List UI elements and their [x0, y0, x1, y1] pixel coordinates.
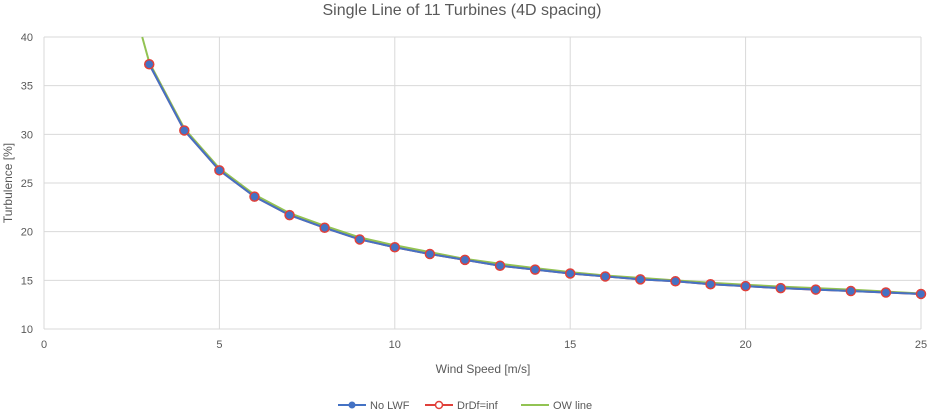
point-drdf-inf-16 — [600, 271, 611, 282]
y-tick-label-35: 35 — [21, 81, 33, 93]
y-tick-label-15: 15 — [21, 275, 33, 287]
x-tick-label-10: 10 — [389, 339, 401, 351]
point-drdf-inf-11 — [424, 248, 436, 260]
y-tick-label-25: 25 — [21, 178, 33, 190]
series-line-ow-line — [141, 36, 922, 295]
point-drdf-inf-23 — [845, 285, 857, 297]
chart-title: Single Line of 11 Turbines (4D spacing) — [323, 2, 602, 19]
y-tick-label-20: 20 — [21, 227, 33, 239]
x-tick-label-15: 15 — [564, 339, 576, 351]
x-axis-title: Wind Speed [m/s] — [436, 362, 531, 376]
y-axis-title: Turbulence [%] — [1, 143, 15, 223]
legend-label-ow-line: OW line — [553, 400, 592, 410]
point-drdf-inf-13 — [494, 260, 506, 271]
x-tick-label-20: 20 — [739, 339, 751, 351]
gridlines — [43, 36, 922, 330]
point-drdf-inf-15 — [564, 268, 576, 279]
point-drdf-inf-6 — [249, 191, 260, 202]
point-drdf-inf-7 — [284, 209, 295, 221]
point-drdf-inf-17 — [635, 274, 646, 285]
y-tick-label-30: 30 — [21, 129, 33, 141]
series-line-no-lwf — [148, 63, 922, 295]
point-drdf-inf-10 — [389, 241, 401, 253]
point-drdf-inf-5 — [214, 165, 225, 176]
point-drdf-inf-8 — [319, 222, 330, 234]
point-drdf-inf-9 — [354, 234, 365, 245]
series-line-drdf-inf — [148, 63, 922, 295]
point-drdf-inf-3 — [143, 59, 155, 70]
point-drdf-inf-14 — [529, 264, 541, 275]
point-drdf-inf-21 — [775, 282, 786, 294]
legend-marker-drdf-inf — [434, 400, 444, 410]
legend-label-no-lwf: No LWF — [370, 400, 410, 410]
x-tick-label-5: 5 — [216, 339, 222, 351]
point-drdf-inf-12 — [459, 254, 471, 266]
point-drdf-inf-19 — [705, 278, 716, 290]
legend-label-drdf-inf: DrDf=inf — [457, 400, 499, 410]
legend: No LWF DrDf=inf OW line — [338, 400, 592, 410]
point-drdf-inf-24 — [880, 287, 892, 298]
point-drdf-inf-22 — [810, 284, 822, 295]
point-drdf-inf-18 — [670, 276, 681, 287]
legend-marker-no-lwf — [348, 401, 356, 409]
y-tick-label-10: 10 — [21, 324, 33, 336]
tick-labels: 10 15 20 25 30 35 40 0 5 10 15 20 25 — [21, 32, 927, 351]
x-tick-label-25: 25 — [915, 339, 927, 351]
point-drdf-inf-20 — [740, 280, 751, 292]
x-tick-label-0: 0 — [41, 339, 47, 351]
point-drdf-inf-25 — [915, 288, 927, 300]
point-drdf-inf-4 — [179, 125, 190, 136]
series-layer — [141, 36, 927, 300]
y-tick-label-40: 40 — [21, 32, 33, 44]
